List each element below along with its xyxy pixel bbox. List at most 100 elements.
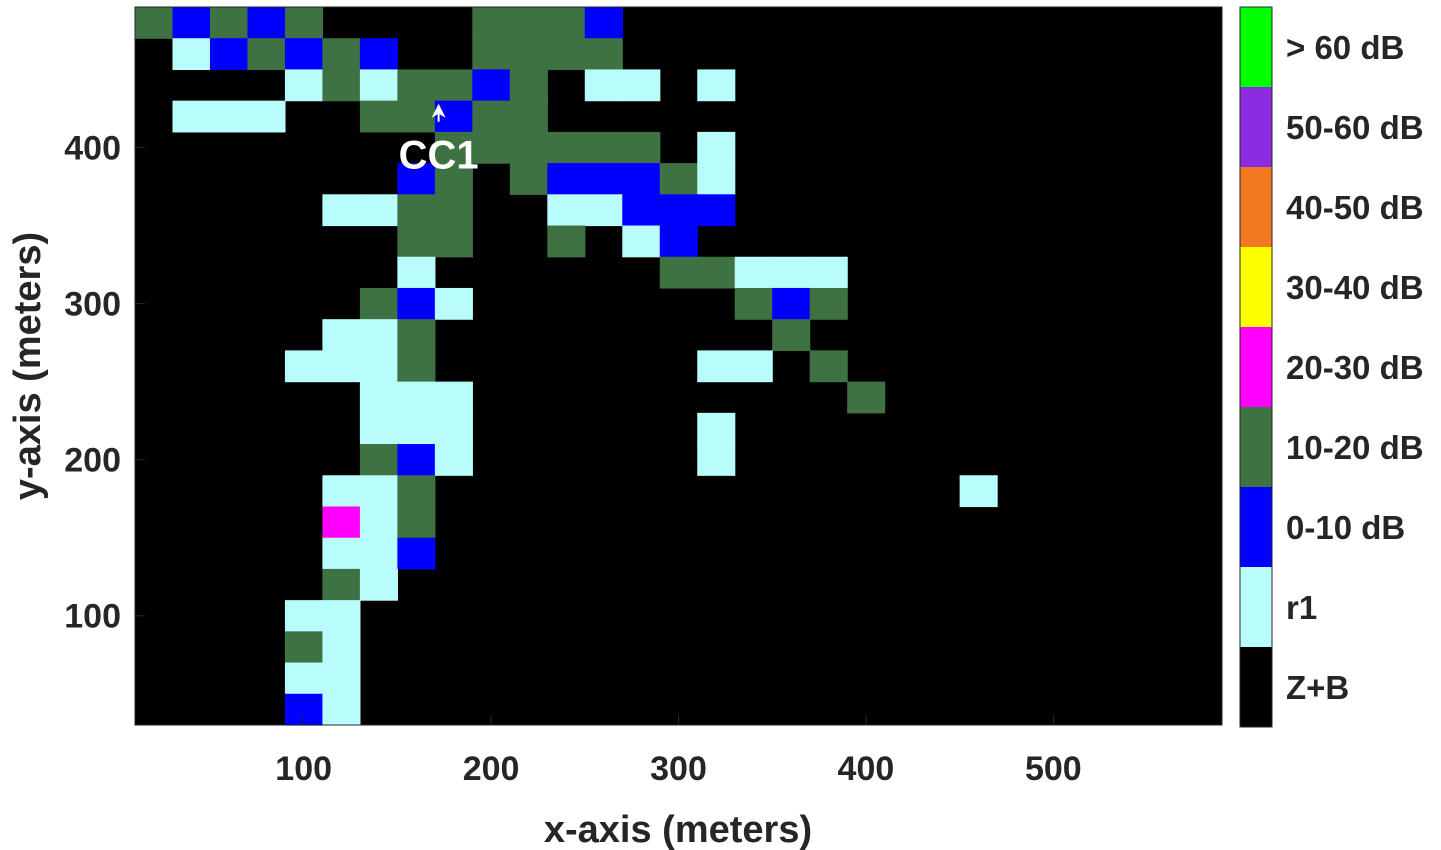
heatmap-cell (359, 568, 398, 601)
colorbar-label: Z+B (1286, 669, 1349, 706)
heatmap-cell (359, 444, 398, 476)
heatmap-cell (322, 38, 361, 71)
heatmap-cell (697, 412, 736, 445)
heatmap-cell (284, 350, 324, 383)
heatmap-cell (584, 163, 623, 195)
annotations-layer: CC1 (399, 103, 479, 178)
colorbar: > 60 dB 50-60 dB 40-50 dB 30-40 dB 20-30 dB 1… (1239, 6, 1424, 728)
heatmap-cell (434, 69, 473, 102)
x-tick-label: 100 (275, 750, 332, 788)
heatmap-cell (397, 69, 436, 102)
heatmap-cell (322, 69, 361, 102)
annotation-label: CC1 (399, 134, 479, 178)
colorbar-swatch (1240, 327, 1272, 408)
heatmap-cell (359, 412, 398, 445)
heatmap-cell (472, 69, 511, 102)
heatmap-cell (472, 7, 511, 39)
heatmap-cell (697, 69, 736, 102)
heatmap-cell (284, 600, 324, 632)
heatmap-cell (584, 131, 623, 164)
heatmap-cell (472, 100, 511, 133)
heatmap-cell (622, 131, 661, 164)
heatmap-cell (697, 194, 736, 227)
heatmap-cell (359, 194, 398, 227)
heatmap-cell (397, 537, 436, 570)
heatmap-cell (397, 412, 436, 445)
heatmap-cell (322, 194, 361, 227)
heatmap-cell (772, 287, 811, 320)
heatmap-cell (359, 319, 398, 351)
heatmap-cell (359, 475, 398, 508)
heatmap-cell (397, 350, 436, 383)
colorbar-label: > 60 dB (1286, 29, 1404, 66)
heatmap-cell (359, 287, 398, 320)
x-tick-label: 200 (463, 750, 520, 788)
heatmap-cell (622, 69, 661, 102)
heatmap-cell (209, 7, 249, 39)
colorbar-label: 40-50 dB (1286, 189, 1424, 226)
x-ticks: 100 200 300 400 500 (275, 715, 1082, 788)
y-tick-label: 400 (64, 129, 121, 167)
heatmap-cell (847, 381, 886, 414)
heatmap-cell (434, 194, 473, 227)
heatmap-cell (734, 350, 773, 383)
heatmap-cell (284, 38, 324, 71)
heatmap-cell (509, 38, 548, 71)
heatmap-cell (697, 444, 736, 476)
heatmap-cell (434, 131, 473, 164)
colorbar-label: r1 (1286, 589, 1317, 626)
heatmap-cell (359, 69, 398, 102)
heatmap-cell (397, 256, 436, 289)
heatmap-cell (659, 163, 698, 195)
colorbar-label: 50-60 dB (1286, 109, 1424, 146)
cells-layer (135, 7, 998, 726)
heatmap-cell (809, 256, 848, 289)
colorbar-swatch (1240, 487, 1272, 568)
heatmap-cell (397, 475, 436, 508)
heatmap-cell (397, 381, 436, 414)
heatmap-cell (547, 38, 586, 71)
y-tick-label: 200 (64, 442, 121, 480)
heatmap-cell (172, 7, 211, 39)
colorbar-swatch (1240, 407, 1272, 488)
heatmap-cell (284, 662, 324, 695)
heatmap-cell (622, 225, 661, 258)
colorbar-swatch (1240, 167, 1272, 248)
heatmap-cell (772, 256, 811, 289)
heatmap-cell (434, 381, 473, 414)
heatmap-cell (697, 163, 736, 195)
heatmap-cell (809, 350, 848, 383)
heatmap-cell (172, 38, 211, 71)
x-tick-label: 500 (1025, 750, 1082, 788)
heatmap-cell (209, 100, 249, 133)
heatmap-cell (959, 475, 998, 508)
heatmap-cell (434, 163, 473, 195)
heatmap-cell (434, 100, 473, 133)
heatmap-cell (397, 100, 436, 133)
heatmap-cell (547, 7, 586, 39)
heatmap-cell (359, 100, 398, 133)
colorbar-frame (1239, 6, 1273, 728)
heatmap-cell (809, 287, 848, 320)
heatmap-cell (172, 100, 211, 133)
heatmap-cell (547, 194, 586, 227)
heatmap-cell (509, 7, 548, 39)
heatmap-cell (659, 225, 698, 258)
heatmap-cell (284, 69, 324, 102)
heatmap-cell (584, 194, 623, 227)
heatmap-cell (434, 225, 473, 258)
heatmap-cell (322, 319, 361, 351)
heatmap-cell (397, 506, 436, 539)
heatmap-cell (322, 350, 361, 383)
colorbar-swatch (1240, 567, 1272, 648)
colorbar-label: 30-40 dB (1286, 269, 1424, 306)
heatmap-cell (584, 38, 623, 71)
heatmap-cell (434, 412, 473, 445)
heatmap-cell (509, 69, 548, 102)
colorbar-swatch (1240, 247, 1272, 328)
heatmap-cell (697, 131, 736, 164)
heatmap-cell (434, 444, 473, 476)
colorbar-swatch (1240, 647, 1272, 728)
y-tick-label: 300 (64, 286, 121, 324)
